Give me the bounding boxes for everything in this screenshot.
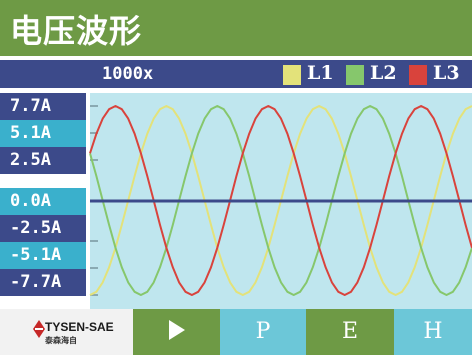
logo-mark-icon: [33, 320, 45, 338]
e-button[interactable]: E: [306, 309, 394, 355]
h-button[interactable]: H: [394, 309, 472, 355]
page-title: 电压波形: [10, 12, 143, 50]
y-tick-label: 7.7A: [0, 93, 86, 120]
legend-label-l2: L2: [370, 62, 397, 84]
p-button[interactable]: P: [220, 309, 306, 355]
play-icon: [168, 320, 185, 340]
bottom-toolbar: TYSEN-SAE 泰森海自 P E H: [0, 309, 472, 355]
y-tick-label: -5.1A: [0, 242, 86, 269]
y-tick-label: -7.7A: [0, 269, 86, 296]
zoom-level: 1000x: [102, 64, 154, 84]
legend-swatch-l1: [283, 65, 301, 85]
y-tick-label: 2.5A: [0, 147, 86, 174]
legend-label-l1: L1: [307, 62, 334, 84]
y-tick-label: 5.1A: [0, 120, 86, 147]
brand-logo: TYSEN-SAE 泰森海自: [0, 309, 133, 355]
logo-subtext: 泰森海自: [45, 336, 77, 345]
waveform-plot: [89, 93, 472, 309]
y-tick-label: 0.0A: [0, 188, 86, 215]
y-tick-label: -2.5A: [0, 215, 86, 242]
legend-swatch-l3: [409, 65, 427, 85]
title-bar: 电压波形: [0, 0, 472, 56]
logo-text: TYSEN-SAE: [45, 320, 114, 334]
legend-swatch-l2: [346, 65, 364, 85]
legend-label-l3: L3: [433, 62, 460, 84]
play-button[interactable]: [133, 309, 220, 355]
y-axis-labels: 7.7A 5.1A 2.5A 0.0A -2.5A -5.1A -7.7A: [0, 93, 90, 309]
status-bar: 1000x L1 L2 L3: [0, 60, 472, 88]
